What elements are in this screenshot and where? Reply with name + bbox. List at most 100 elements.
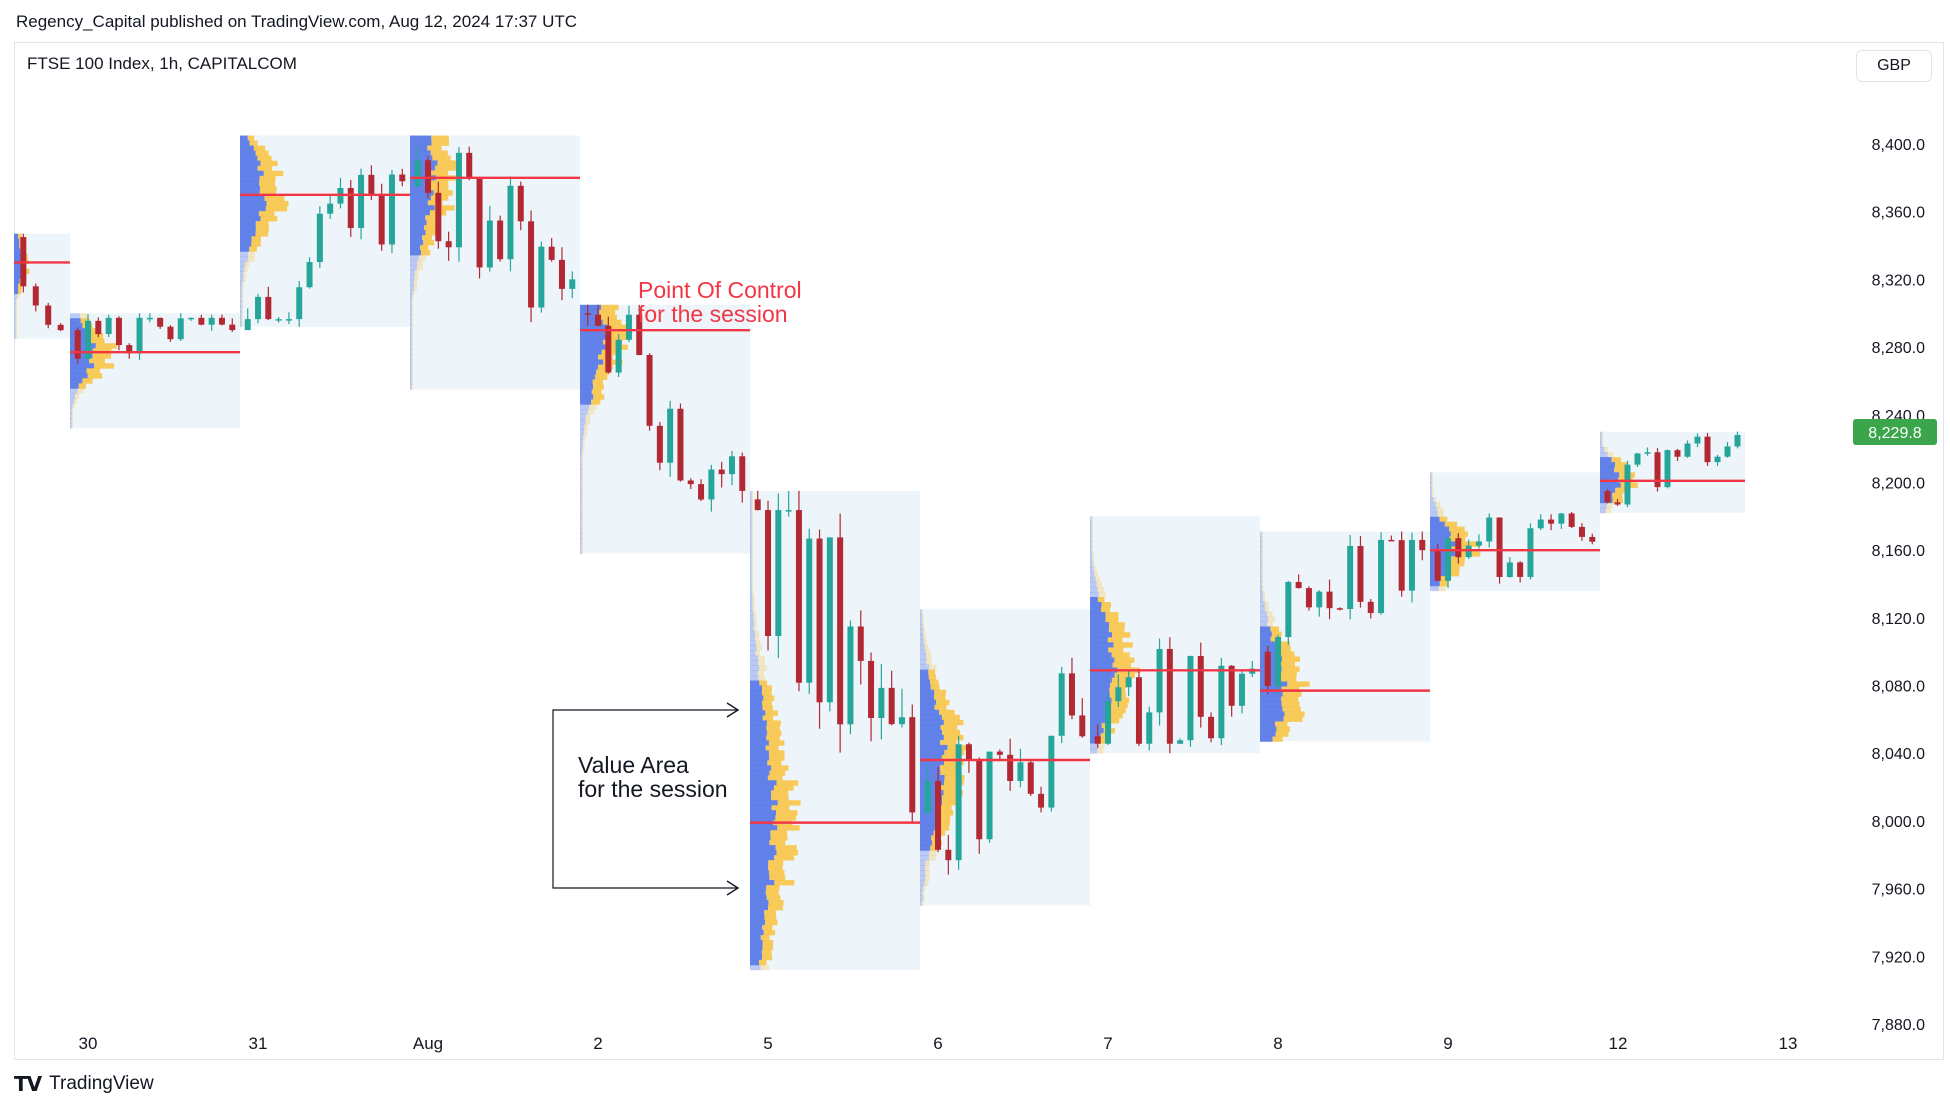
profile-row-yellow bbox=[88, 338, 105, 344]
profile-row-yellow bbox=[249, 140, 258, 147]
profile-row-yellow bbox=[929, 664, 937, 671]
time-axis[interactable]: 30 31 Aug 2 5 6 7 8 9 12 13 bbox=[79, 1034, 1798, 1053]
profile-row-blue bbox=[240, 316, 242, 323]
profile-row-blue bbox=[410, 324, 412, 331]
profile-row-blue bbox=[920, 845, 931, 851]
profile-row-yellow bbox=[71, 408, 73, 414]
poc-annotation-line1: Point Of Control bbox=[638, 277, 802, 303]
profile-row-yellow bbox=[1280, 671, 1297, 677]
profile-row-yellow bbox=[251, 241, 261, 247]
profile-row-blue bbox=[70, 353, 93, 359]
profile-row-blue bbox=[580, 478, 582, 485]
profile-row-yellow bbox=[411, 384, 413, 390]
profile-row-blue bbox=[920, 639, 924, 645]
candle-body bbox=[1527, 528, 1534, 577]
profile-row-yellow bbox=[753, 625, 757, 632]
profile-row-yellow bbox=[15, 303, 17, 310]
candle-body bbox=[775, 510, 782, 636]
candle-body bbox=[1694, 436, 1701, 444]
candle-body bbox=[1275, 636, 1282, 686]
profile-row-blue bbox=[920, 644, 925, 650]
profile-row-yellow bbox=[88, 333, 104, 339]
candle-body bbox=[986, 751, 993, 840]
profile-row-yellow bbox=[769, 755, 785, 761]
profile-row-blue bbox=[580, 493, 582, 500]
profile-row-blue bbox=[920, 699, 937, 706]
profile-row-blue bbox=[410, 319, 412, 326]
profile-row-blue bbox=[580, 414, 586, 420]
profile-row-blue bbox=[920, 664, 930, 671]
profile-row-yellow bbox=[1450, 531, 1468, 537]
profile-row-blue bbox=[70, 418, 72, 424]
candle-body bbox=[538, 246, 545, 308]
profile-row-yellow bbox=[581, 538, 583, 544]
price-axis[interactable]: 7,880.0 7,920.0 7,960.0 8,000.0 8,040.0 8,080… bbox=[1853, 137, 1937, 1034]
profile-row-yellow bbox=[79, 313, 88, 319]
currency-button[interactable]: GBP bbox=[1856, 50, 1932, 82]
profile-row-blue bbox=[750, 890, 766, 896]
candle-body bbox=[1156, 648, 1163, 713]
profile-row-blue bbox=[920, 800, 943, 806]
profile-row-blue bbox=[1090, 602, 1102, 608]
profile-row-yellow bbox=[1098, 591, 1106, 598]
profile-row-yellow bbox=[1114, 672, 1135, 679]
profile-row-blue bbox=[920, 780, 945, 786]
profile-row-blue bbox=[240, 170, 264, 177]
profile-row-blue bbox=[750, 495, 752, 502]
profile-row-yellow bbox=[1092, 556, 1094, 563]
profile-row-blue bbox=[410, 264, 418, 271]
profile-row-yellow bbox=[774, 880, 795, 886]
profile-row-blue bbox=[750, 954, 763, 961]
candle-body bbox=[244, 319, 251, 331]
profile-row-blue bbox=[410, 240, 424, 246]
profile-row-blue bbox=[920, 694, 935, 701]
candle-body bbox=[466, 152, 473, 179]
profile-row-blue bbox=[750, 845, 776, 851]
profile-row-blue bbox=[1090, 581, 1097, 588]
candle-body bbox=[1614, 502, 1621, 505]
profile-row-blue bbox=[1260, 716, 1284, 722]
profile-row-blue bbox=[410, 140, 432, 146]
profile-row-blue bbox=[1090, 551, 1093, 558]
profile-row-yellow bbox=[1431, 487, 1434, 493]
candle-body bbox=[316, 213, 323, 263]
profile-row-yellow bbox=[753, 620, 758, 627]
profile-row-blue bbox=[750, 775, 768, 781]
profile-row-blue bbox=[750, 605, 753, 612]
candle-body bbox=[1506, 562, 1513, 577]
profile-row-blue bbox=[750, 870, 769, 876]
profile-row-yellow bbox=[581, 483, 583, 490]
profile-row-yellow bbox=[581, 533, 583, 540]
profile-row-yellow bbox=[255, 231, 269, 237]
profile-row-yellow bbox=[1091, 531, 1093, 537]
symbol-title: FTSE 100 Index, 1h, CAPITALCOM bbox=[27, 54, 297, 73]
candle-body bbox=[265, 296, 272, 320]
profile-row-yellow bbox=[925, 870, 930, 876]
profile-row-yellow bbox=[940, 770, 958, 776]
profile-row-blue bbox=[750, 610, 754, 617]
profile-row-yellow bbox=[414, 274, 419, 281]
profile-row-yellow bbox=[423, 240, 435, 246]
profile-row-blue bbox=[580, 513, 582, 520]
profile-row-blue bbox=[1090, 526, 1092, 532]
profile-row-yellow bbox=[1275, 731, 1289, 737]
profile-row-blue bbox=[240, 261, 246, 267]
profile-row-yellow bbox=[758, 655, 765, 661]
profile-row-blue bbox=[1090, 612, 1106, 618]
profile-row-blue bbox=[1260, 596, 1263, 602]
profile-row-yellow bbox=[1438, 585, 1446, 592]
profile-row-blue bbox=[750, 530, 752, 537]
profile-row-blue bbox=[410, 309, 412, 316]
profile-row-blue bbox=[1600, 452, 1608, 458]
profile-row-blue bbox=[410, 379, 412, 385]
tradingview-logo[interactable]: TV TradingView bbox=[14, 1072, 154, 1096]
profile-row-blue bbox=[750, 665, 760, 671]
profile-row-yellow bbox=[582, 439, 585, 445]
profile-row-yellow bbox=[1261, 551, 1263, 557]
profile-row-blue bbox=[750, 510, 752, 517]
profile-row-yellow bbox=[1261, 576, 1263, 582]
profile-row-blue bbox=[1600, 441, 1602, 448]
profile-row-yellow bbox=[1601, 441, 1604, 448]
profile-row-yellow bbox=[751, 585, 753, 592]
